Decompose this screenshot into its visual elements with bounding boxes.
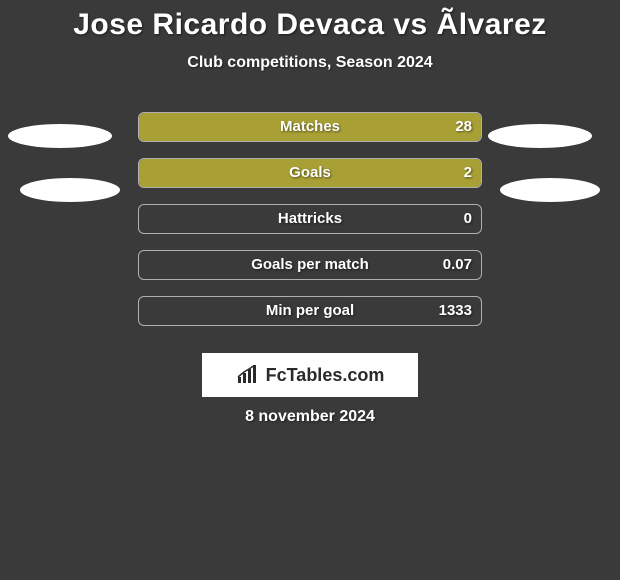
bars-icon	[236, 365, 262, 385]
bar-fill	[139, 113, 481, 141]
stat-row: Hattricks 0	[0, 204, 620, 234]
comparison-widget: Jose Ricardo Devaca vs Ãlvarez Club comp…	[0, 0, 620, 580]
bar-track	[138, 204, 482, 234]
badge-text: FcTables.com	[266, 365, 385, 386]
bar-track	[138, 112, 482, 142]
bar-track	[138, 250, 482, 280]
bar-fill	[139, 159, 481, 187]
subtitle: Club competitions, Season 2024	[0, 54, 620, 72]
stat-row: Min per goal 1333	[0, 296, 620, 326]
stat-row: Matches 28	[0, 112, 620, 142]
page-title: Jose Ricardo Devaca vs Ãlvarez	[0, 0, 620, 42]
bar-track	[138, 296, 482, 326]
fctables-badge[interactable]: FcTables.com	[202, 353, 418, 397]
stat-row: Goals per match 0.07	[0, 250, 620, 280]
stat-row: Goals 2	[0, 158, 620, 188]
bar-track	[138, 158, 482, 188]
date-label: 8 november 2024	[0, 408, 620, 426]
